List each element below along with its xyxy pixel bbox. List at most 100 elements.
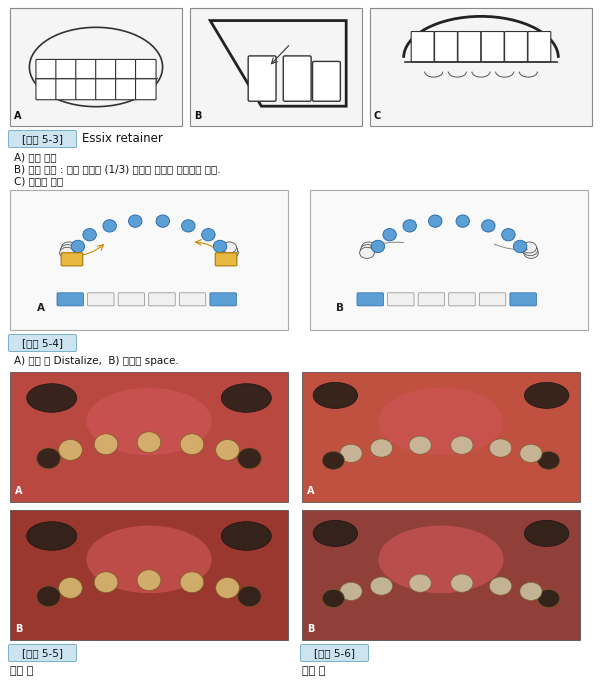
Ellipse shape — [360, 244, 375, 256]
Ellipse shape — [137, 432, 161, 453]
Ellipse shape — [202, 229, 215, 241]
Ellipse shape — [522, 242, 536, 253]
Ellipse shape — [359, 247, 374, 258]
FancyBboxPatch shape — [248, 56, 276, 102]
Ellipse shape — [313, 382, 358, 408]
Text: Essix retainer: Essix retainer — [82, 132, 163, 146]
Ellipse shape — [238, 586, 261, 607]
Ellipse shape — [59, 578, 82, 598]
Ellipse shape — [215, 440, 239, 461]
Ellipse shape — [379, 388, 503, 455]
Ellipse shape — [538, 452, 560, 470]
Text: A: A — [15, 486, 23, 496]
Bar — [302, 372, 580, 502]
Ellipse shape — [322, 589, 344, 608]
Text: 치료 전: 치료 전 — [10, 666, 34, 676]
FancyBboxPatch shape — [434, 32, 457, 62]
FancyBboxPatch shape — [510, 293, 536, 306]
FancyBboxPatch shape — [313, 62, 340, 102]
FancyBboxPatch shape — [96, 60, 116, 83]
Text: [그림 5-5]: [그림 5-5] — [22, 648, 63, 658]
Ellipse shape — [502, 229, 515, 241]
Text: A: A — [37, 303, 44, 313]
Ellipse shape — [221, 384, 271, 412]
FancyBboxPatch shape — [88, 293, 114, 306]
Ellipse shape — [361, 242, 376, 253]
Ellipse shape — [451, 436, 473, 454]
FancyBboxPatch shape — [136, 60, 156, 83]
FancyBboxPatch shape — [357, 293, 383, 306]
Text: [그림 5-6]: [그림 5-6] — [314, 648, 355, 658]
Ellipse shape — [86, 526, 212, 593]
FancyBboxPatch shape — [301, 645, 368, 662]
Ellipse shape — [224, 247, 238, 258]
FancyBboxPatch shape — [388, 293, 414, 306]
Text: B) 측면 경계 : 견치 치경부 (1/3) 노출로 제거를 용이하게 한다.: B) 측면 경계 : 견치 치경부 (1/3) 노출로 제거를 용이하게 한다. — [14, 164, 221, 174]
Text: B: B — [194, 111, 202, 121]
Ellipse shape — [383, 229, 397, 241]
Text: C: C — [374, 111, 381, 121]
FancyBboxPatch shape — [479, 293, 506, 306]
Ellipse shape — [37, 448, 61, 469]
Ellipse shape — [451, 574, 473, 592]
Ellipse shape — [180, 434, 204, 454]
Ellipse shape — [371, 240, 385, 253]
Ellipse shape — [94, 572, 118, 593]
Bar — [10, 8, 182, 126]
Ellipse shape — [490, 577, 512, 595]
FancyBboxPatch shape — [118, 293, 145, 306]
Ellipse shape — [490, 439, 512, 457]
Ellipse shape — [137, 570, 161, 591]
Ellipse shape — [37, 586, 61, 607]
FancyBboxPatch shape — [36, 79, 56, 99]
Ellipse shape — [523, 244, 538, 256]
Text: A: A — [307, 486, 314, 496]
Ellipse shape — [409, 436, 431, 454]
Ellipse shape — [524, 382, 569, 408]
Ellipse shape — [214, 240, 227, 253]
Ellipse shape — [60, 244, 75, 256]
Text: C) 구개면 경계: C) 구개면 경계 — [14, 176, 63, 186]
Ellipse shape — [520, 444, 542, 463]
FancyBboxPatch shape — [149, 293, 175, 306]
FancyBboxPatch shape — [458, 32, 481, 62]
Ellipse shape — [524, 520, 569, 547]
Ellipse shape — [83, 229, 97, 241]
FancyBboxPatch shape — [136, 79, 156, 99]
Ellipse shape — [340, 444, 362, 463]
Ellipse shape — [128, 215, 142, 228]
Ellipse shape — [182, 220, 195, 232]
Ellipse shape — [221, 522, 271, 550]
Ellipse shape — [456, 215, 469, 228]
Ellipse shape — [86, 388, 212, 455]
Text: A) 정면 경계: A) 정면 경계 — [14, 152, 56, 162]
FancyBboxPatch shape — [57, 293, 83, 306]
FancyBboxPatch shape — [418, 293, 445, 306]
Ellipse shape — [61, 242, 76, 253]
FancyBboxPatch shape — [215, 253, 237, 266]
FancyBboxPatch shape — [56, 79, 76, 99]
Text: 치료 후: 치료 후 — [302, 666, 325, 676]
Ellipse shape — [215, 578, 239, 598]
Ellipse shape — [514, 240, 527, 253]
Ellipse shape — [409, 574, 431, 592]
FancyBboxPatch shape — [449, 293, 475, 306]
Ellipse shape — [59, 440, 82, 461]
FancyBboxPatch shape — [116, 79, 136, 99]
Text: B: B — [307, 624, 314, 634]
Bar — [310, 190, 588, 330]
Ellipse shape — [379, 526, 503, 593]
FancyBboxPatch shape — [8, 645, 77, 662]
Bar — [302, 510, 580, 640]
Ellipse shape — [428, 215, 442, 228]
FancyBboxPatch shape — [96, 79, 116, 99]
Ellipse shape — [322, 452, 344, 470]
Ellipse shape — [103, 220, 116, 232]
FancyBboxPatch shape — [179, 293, 206, 306]
FancyBboxPatch shape — [283, 56, 311, 102]
Ellipse shape — [238, 448, 261, 469]
Bar — [10, 510, 288, 640]
Ellipse shape — [313, 520, 358, 547]
Ellipse shape — [26, 384, 77, 412]
Text: B: B — [15, 624, 22, 634]
